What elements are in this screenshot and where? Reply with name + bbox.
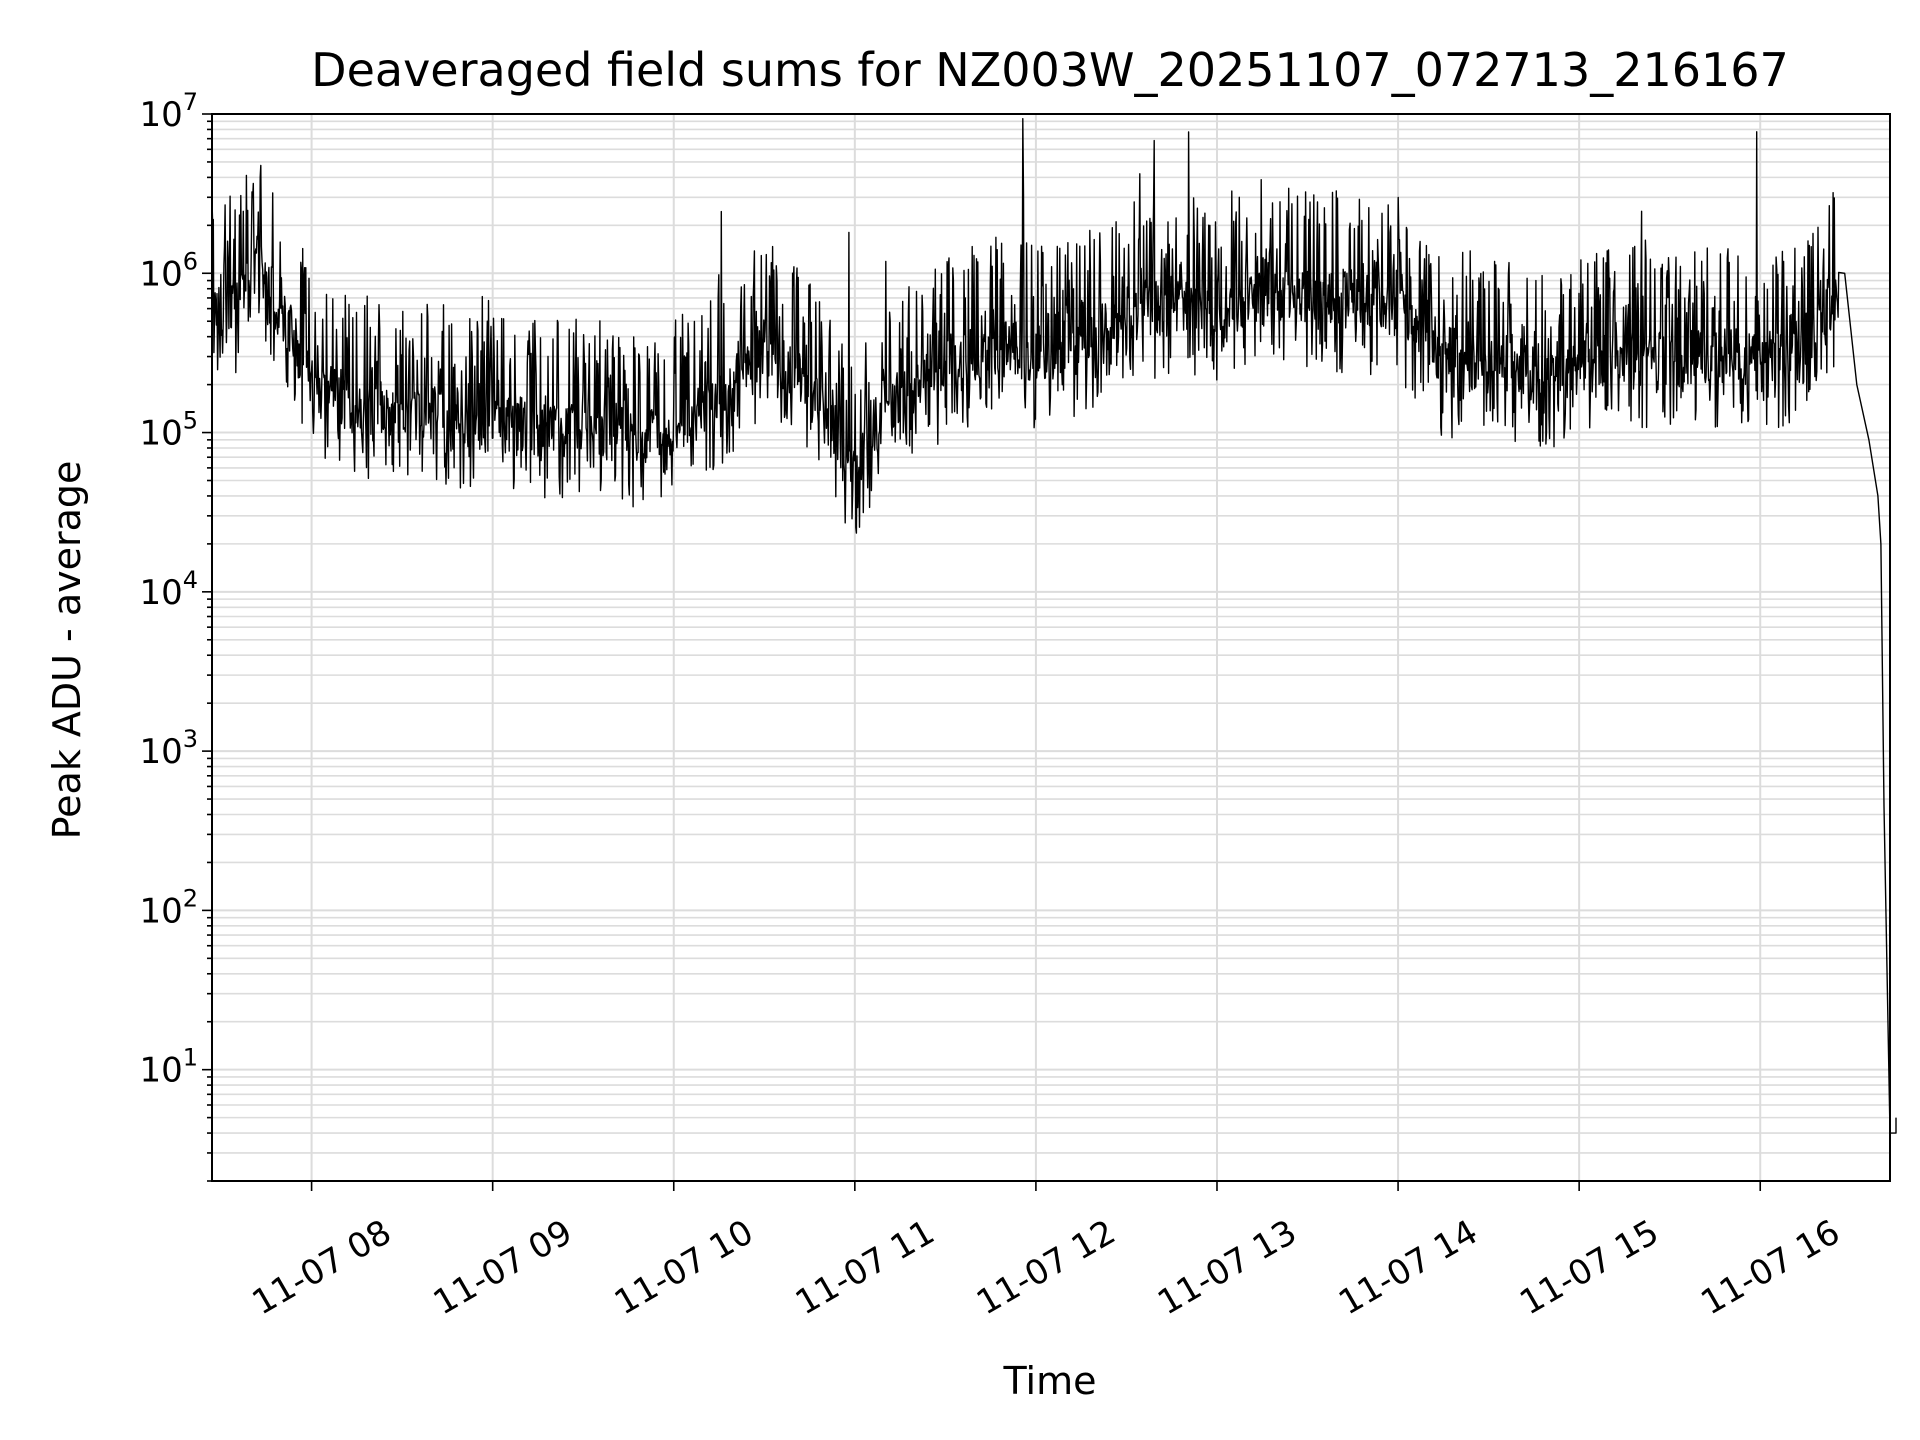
y-tick-label: 106 (139, 247, 198, 294)
y-axis-title: Peak ADU - average (45, 461, 89, 840)
series-line (211, 118, 1897, 1134)
y-tick-label: 105 (139, 407, 198, 454)
y-tick-label: 101 (139, 1044, 198, 1091)
x-axis-title: Time (1003, 1359, 1097, 1403)
y-tick-label: 102 (139, 884, 198, 931)
plot-frame (211, 113, 1891, 1182)
y-tick-label: 103 (139, 725, 198, 772)
y-tick-label: 107 (139, 88, 198, 135)
y-tick-label: 104 (139, 566, 198, 613)
chart-title: Deaveraged field sums for NZ003W_2025110… (311, 43, 1789, 97)
grid (212, 113, 1890, 1182)
